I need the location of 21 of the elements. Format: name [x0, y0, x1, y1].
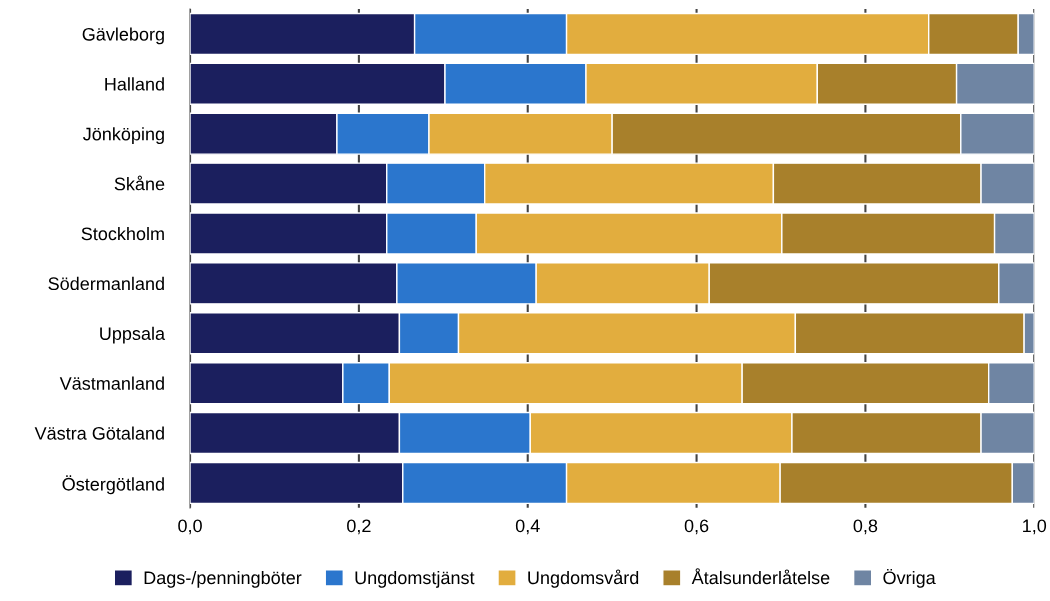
y-tick-label: Västra Götaland: [34, 426, 164, 440]
y-tick-label: Västmanland: [59, 376, 164, 390]
legend-label: Ungdomstjänst: [355, 570, 475, 588]
legend-label: Dags-/penningböter: [144, 570, 302, 588]
y-tick-label: Gävleborg: [82, 27, 164, 45]
y-tick-label: Halland: [105, 77, 164, 91]
x-tick-label: 0,6: [684, 519, 709, 535]
legend-label: Åtalsunderlåtelse: [691, 568, 830, 585]
y-tick-label: Stockholm: [81, 226, 164, 241]
y-tick-label: Södermanland: [48, 276, 164, 291]
y-tick-label: Jönköping: [83, 127, 164, 145]
legend-label: Ungdomsvård: [528, 569, 639, 588]
y-tick-label: Skåne: [114, 175, 165, 191]
x-tick-label: 0,4: [515, 519, 540, 535]
y-tick-label: Uppsala: [100, 326, 166, 344]
x-tick-label: 0,0: [178, 519, 202, 535]
x-tick-label: 1,0: [1023, 519, 1047, 535]
x-tick-label: 0,8: [853, 519, 878, 535]
y-tick-label: Östergötland: [62, 475, 164, 495]
x-tick-label: 0,2: [347, 519, 371, 535]
legend-label: Övriga: [883, 568, 936, 588]
